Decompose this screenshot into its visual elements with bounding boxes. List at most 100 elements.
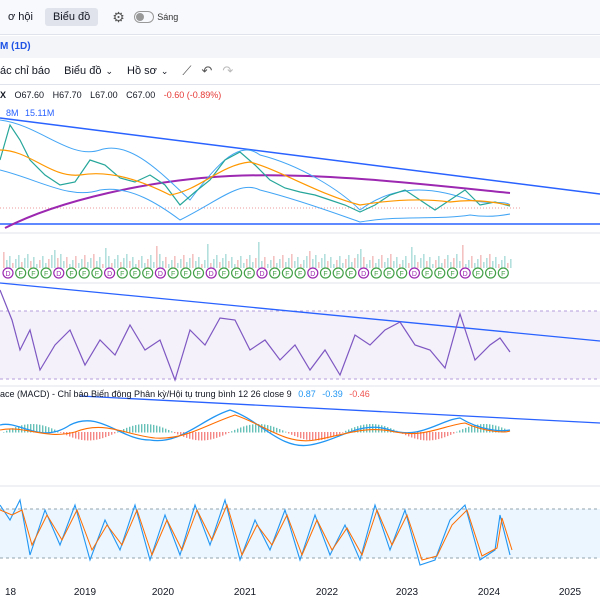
draw-icon[interactable]: ⟋ [182, 63, 192, 78]
volume-bar [18, 255, 20, 268]
event-marker[interactable] [129, 267, 141, 279]
event-marker[interactable] [434, 267, 446, 279]
macd-hist-bar [30, 424, 32, 433]
macd-hist-bar [333, 432, 335, 437]
event-marker[interactable] [269, 267, 281, 279]
event-marker[interactable] [345, 267, 357, 279]
macd-hist-bar [378, 424, 380, 433]
event-marker[interactable] [154, 267, 166, 279]
event-marker[interactable] [307, 267, 319, 279]
event-marker[interactable] [142, 267, 154, 279]
event-marker[interactable] [116, 267, 128, 279]
event-marker[interactable] [497, 267, 509, 279]
event-marker[interactable] [205, 267, 217, 279]
event-marker[interactable] [78, 267, 90, 279]
volume-bar [357, 254, 359, 268]
event-marker[interactable] [256, 267, 268, 279]
event-marker[interactable] [294, 267, 306, 279]
event-marker[interactable] [231, 267, 243, 279]
macd-hist-bar [99, 432, 101, 440]
macd-hist-bar [84, 432, 86, 441]
volume-bar [399, 264, 401, 268]
event-marker[interactable] [332, 267, 344, 279]
event-marker[interactable] [459, 267, 471, 279]
event-marker[interactable] [370, 267, 382, 279]
chart-type-button[interactable]: Biểu đồ ⌄ [64, 65, 113, 77]
event-marker[interactable] [218, 267, 230, 279]
long-ma-line [4, 174, 511, 229]
vol-value-b: 15.11M [25, 108, 55, 118]
event-marker[interactable] [53, 267, 65, 279]
x-tick-label: 2023 [396, 587, 419, 598]
macd-hist-bar [330, 432, 332, 438]
event-marker-label: D [310, 271, 315, 278]
event-marker[interactable] [358, 267, 370, 279]
undo-icon[interactable]: ↶ [201, 63, 213, 78]
event-marker[interactable] [319, 267, 332, 279]
macd-hist-bar [210, 432, 212, 440]
macd-hist-bar [9, 429, 11, 433]
event-marker-label: F [171, 271, 175, 278]
macd-hist-bar [369, 424, 371, 433]
event-marker[interactable] [65, 267, 78, 279]
event-marker[interactable] [15, 267, 27, 279]
volume-bar [405, 256, 407, 268]
x-tick-label: 2025 [559, 587, 582, 598]
macd-hist-bar [93, 432, 95, 441]
event-marker[interactable] [2, 267, 14, 279]
gear-icon[interactable]: ⚙ [112, 9, 125, 25]
tab-chart[interactable]: Biểu đồ [44, 8, 99, 26]
macd-hist-bar [90, 432, 92, 441]
rsi-band [0, 311, 600, 379]
volume-bar [366, 264, 368, 268]
x-tick-label: 2022 [316, 587, 339, 598]
volume-bar [501, 260, 503, 268]
event-marker[interactable] [472, 267, 484, 279]
volume-bar [204, 260, 206, 268]
redo-icon[interactable]: ↷ [222, 63, 234, 78]
volume-bar [348, 255, 350, 268]
tab-opportunities[interactable]: ơ hội [8, 11, 33, 23]
event-marker-label: D [209, 271, 214, 278]
macd-hist-bar [201, 432, 203, 441]
event-marker[interactable] [91, 267, 103, 279]
volume-bar [477, 259, 479, 268]
volume-bar [351, 262, 353, 268]
macd-hist-bar [294, 432, 296, 437]
theme-toggle[interactable]: Sáng [134, 11, 178, 23]
macd-hist-bar [60, 432, 62, 433]
event-marker[interactable] [408, 267, 420, 279]
macd-hist-bar [171, 431, 173, 433]
event-marker[interactable] [396, 267, 408, 279]
volume-bar [192, 254, 194, 268]
event-marker[interactable] [421, 267, 433, 279]
toggle-knob[interactable] [134, 11, 155, 23]
event-marker-label: F [425, 271, 429, 278]
event-marker[interactable] [281, 267, 293, 279]
event-marker[interactable] [167, 267, 179, 279]
event-marker[interactable] [485, 267, 497, 279]
event-marker[interactable] [383, 267, 395, 279]
macd-hist-bar [447, 432, 449, 437]
macd-hist-bar [297, 432, 299, 438]
volume-bar [381, 255, 383, 268]
chart-toolbar: ác chỉ báo Biểu đồ ⌄ Hồ sơ ⌄ ⟋ ↶ ↷ [0, 58, 600, 85]
macd-hist-bar [312, 432, 314, 441]
indicators-button[interactable]: ác chỉ báo [0, 65, 50, 77]
bb-lower [0, 169, 511, 223]
profile-button[interactable]: Hồ sơ ⌄ [127, 65, 168, 77]
macd-hist-bar [216, 432, 218, 438]
event-marker[interactable] [243, 267, 255, 279]
event-marker[interactable] [27, 267, 40, 279]
macd-hist-bar [438, 432, 440, 440]
macd-hist-bar [495, 425, 497, 433]
event-marker[interactable] [103, 267, 116, 279]
event-marker[interactable] [192, 267, 205, 279]
event-marker-label: F [196, 271, 200, 278]
event-marker[interactable] [446, 267, 459, 279]
volume-bar [363, 257, 365, 268]
event-marker[interactable] [180, 267, 192, 279]
event-marker[interactable] [40, 267, 52, 279]
macd-hist-bar [276, 427, 278, 433]
